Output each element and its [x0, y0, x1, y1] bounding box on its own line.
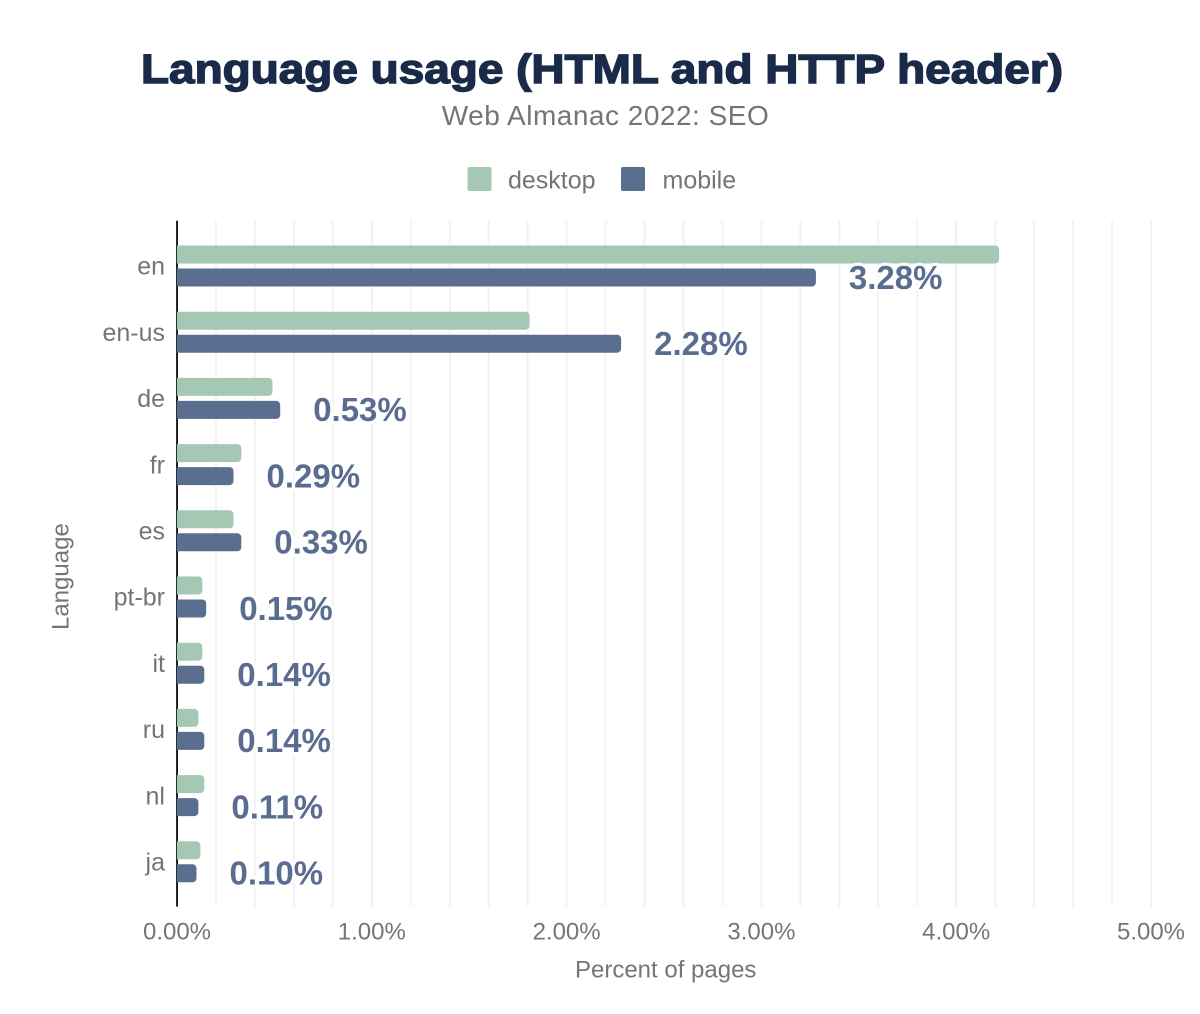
svg-text:0.53%: 0.53%	[313, 391, 407, 428]
svg-text:0.00%: 0.00%	[143, 919, 211, 946]
svg-text:mobile: mobile	[663, 167, 737, 195]
svg-text:en-us: en-us	[102, 319, 165, 347]
svg-text:0.14%: 0.14%	[237, 656, 331, 693]
svg-text:0.33%: 0.33%	[274, 524, 368, 561]
svg-text:2.28%: 2.28%	[654, 325, 748, 362]
svg-text:4.00%: 4.00%	[922, 919, 990, 946]
svg-text:Language: Language	[48, 523, 75, 630]
svg-text:desktop: desktop	[508, 167, 596, 195]
svg-text:Web Almanac 2022: SEO: Web Almanac 2022: SEO	[442, 100, 770, 131]
svg-text:it: it	[153, 650, 166, 678]
svg-text:pt-br: pt-br	[114, 584, 165, 612]
svg-text:ru: ru	[143, 716, 165, 744]
svg-text:2.00%: 2.00%	[533, 919, 601, 946]
svg-text:Language usage (HTML and HTTP: Language usage (HTML and HTTP header)	[141, 46, 1063, 92]
svg-text:de: de	[137, 385, 165, 413]
svg-text:0.14%: 0.14%	[237, 722, 331, 759]
svg-text:1.00%: 1.00%	[338, 919, 406, 946]
svg-text:0.10%: 0.10%	[230, 855, 324, 892]
svg-text:0.15%: 0.15%	[239, 590, 333, 627]
svg-text:0.29%: 0.29%	[267, 457, 361, 494]
svg-text:0.11%: 0.11%	[231, 788, 323, 825]
svg-text:es: es	[139, 518, 165, 546]
svg-text:fr: fr	[150, 451, 165, 479]
svg-text:ja: ja	[145, 849, 166, 877]
svg-text:nl: nl	[146, 782, 165, 810]
svg-text:3.28%: 3.28%	[849, 259, 943, 296]
svg-text:en: en	[137, 253, 165, 281]
svg-text:3.00%: 3.00%	[727, 919, 795, 946]
svg-text:Percent of pages: Percent of pages	[575, 957, 756, 984]
svg-text:5.00%: 5.00%	[1117, 919, 1185, 946]
